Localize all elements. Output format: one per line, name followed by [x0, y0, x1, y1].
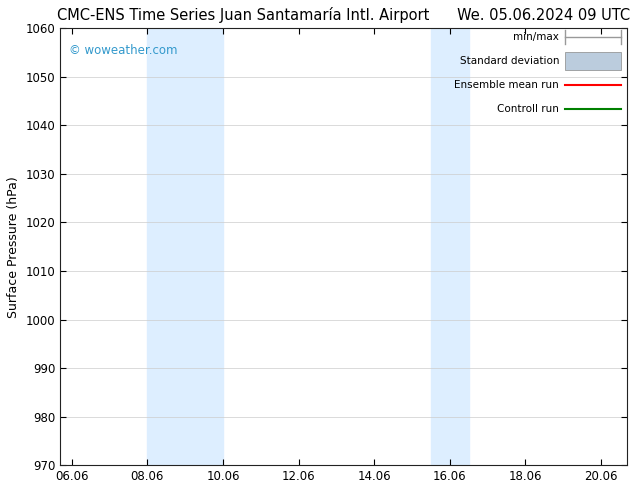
Bar — [431, 28, 469, 465]
Text: min/max: min/max — [513, 32, 559, 42]
Y-axis label: Surface Pressure (hPa): Surface Pressure (hPa) — [7, 176, 20, 318]
Text: Standard deviation: Standard deviation — [460, 56, 559, 66]
Text: © woweather.com: © woweather.com — [68, 44, 177, 56]
Title: CMC-ENS Time Series Juan Santamaría Intl. Airport      We. 05.06.2024 09 UTC: CMC-ENS Time Series Juan Santamaría Intl… — [57, 7, 630, 23]
FancyBboxPatch shape — [565, 52, 621, 70]
Text: Ensemble mean run: Ensemble mean run — [455, 80, 559, 90]
Bar — [148, 28, 223, 465]
Legend: min/max, Standard deviation, Ensemble mean run, Controll run: min/max, Standard deviation, Ensemble me… — [482, 31, 624, 90]
Text: Controll run: Controll run — [497, 104, 559, 114]
